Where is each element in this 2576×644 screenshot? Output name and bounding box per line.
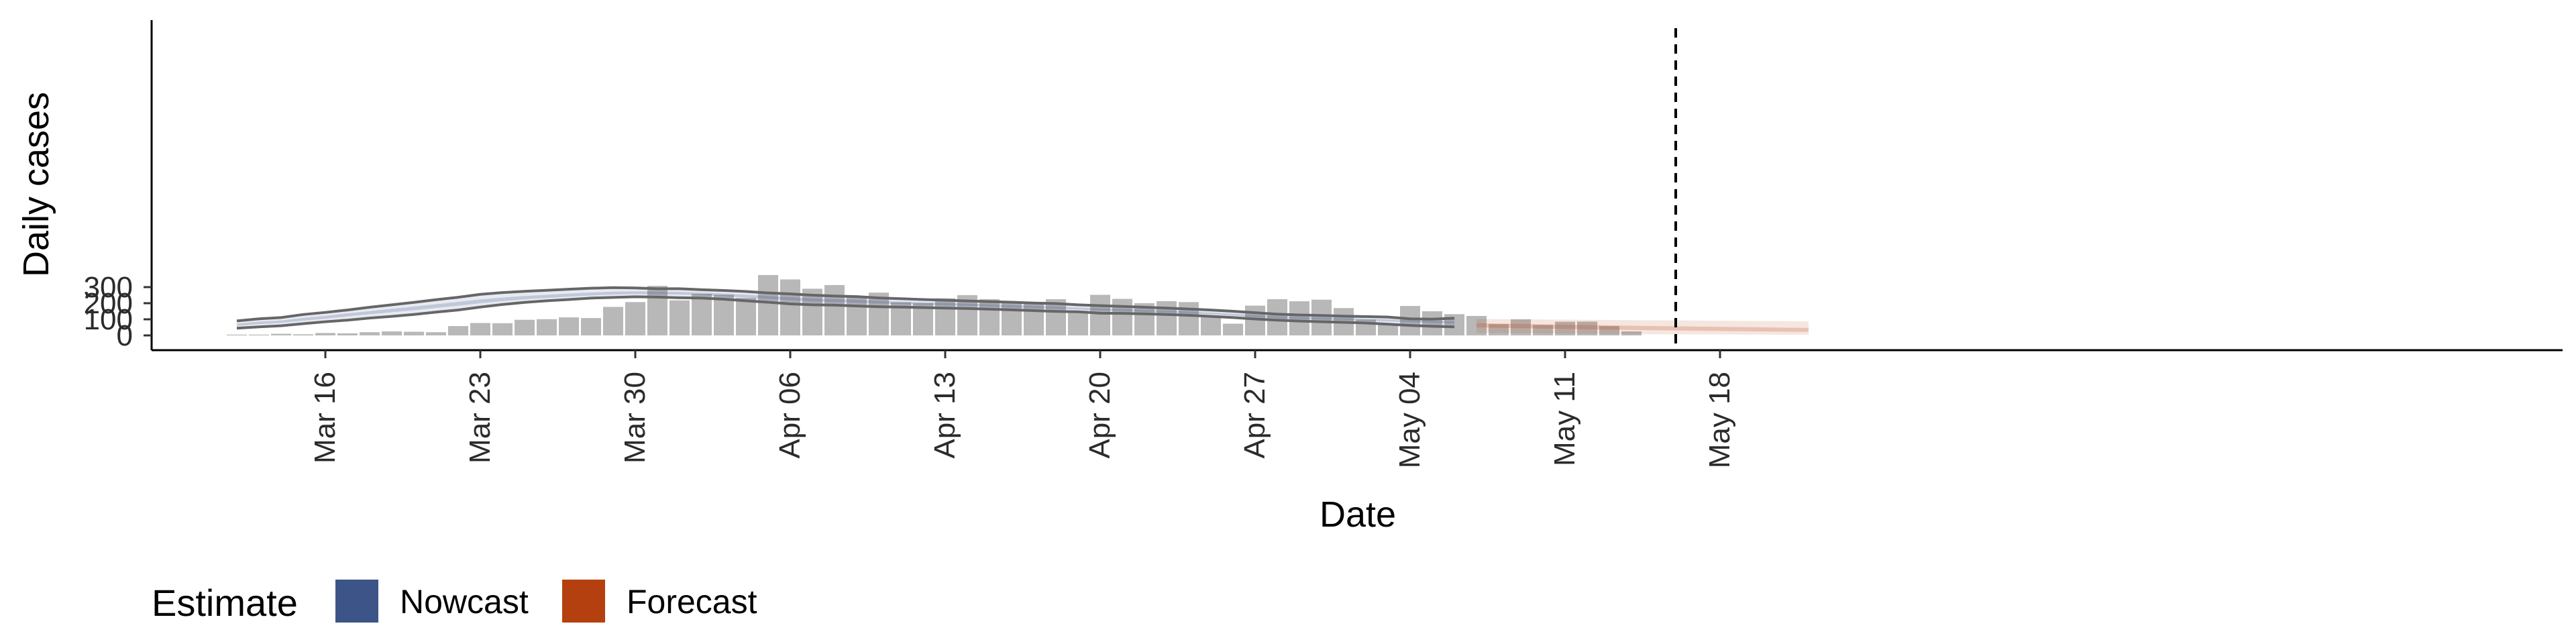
legend-swatch-nowcast bbox=[335, 580, 378, 623]
bar bbox=[426, 332, 446, 335]
bar bbox=[1090, 294, 1110, 335]
bar bbox=[758, 275, 778, 335]
x-tick-label: Apr 06 bbox=[773, 372, 806, 459]
bar bbox=[470, 323, 490, 335]
x-axis-title: Date bbox=[1320, 494, 1396, 535]
bar bbox=[824, 284, 845, 335]
bar bbox=[1400, 306, 1420, 335]
bar bbox=[625, 302, 645, 335]
bar bbox=[1489, 324, 1509, 335]
bar bbox=[1311, 299, 1332, 335]
forecast-band-outer bbox=[1477, 319, 1809, 335]
bar bbox=[1577, 321, 1597, 335]
bar bbox=[448, 326, 468, 335]
bar bbox=[515, 319, 535, 335]
y-tick-label: 0 bbox=[117, 319, 133, 352]
x-tick-label: May 18 bbox=[1703, 372, 1736, 468]
y-tick-label: 300 bbox=[84, 271, 133, 304]
forecast-band-inner bbox=[1477, 323, 1809, 332]
legend: Estimate Nowcast Forecast bbox=[152, 580, 757, 624]
x-tick-label: Apr 13 bbox=[928, 372, 961, 459]
nowcast-upper-line bbox=[236, 286, 1455, 323]
legend-swatch-forecast bbox=[562, 580, 605, 623]
bar bbox=[337, 333, 358, 335]
bar bbox=[1112, 299, 1132, 335]
bar bbox=[1201, 315, 1221, 335]
x-tick-label: May 11 bbox=[1548, 372, 1581, 466]
bar bbox=[1511, 319, 1531, 335]
bar bbox=[581, 318, 601, 335]
legend-title: Estimate bbox=[152, 582, 298, 624]
x-ticks: Mar 16 Mar 23 Mar 30 Apr 06 Apr 13 Apr 20 Apr … bbox=[309, 350, 1736, 468]
bar bbox=[559, 317, 579, 335]
bar bbox=[1223, 323, 1243, 335]
bar bbox=[1289, 301, 1309, 335]
bar bbox=[315, 333, 335, 335]
bar bbox=[1422, 311, 1442, 335]
y-tick-label: 200 bbox=[84, 287, 133, 320]
bar bbox=[1466, 316, 1487, 335]
nowcast-band-outer bbox=[237, 287, 1454, 329]
bar bbox=[271, 333, 291, 335]
bar bbox=[1267, 299, 1287, 335]
bands-layer bbox=[237, 287, 1809, 335]
x-tick-label: Mar 30 bbox=[619, 372, 651, 464]
bar bbox=[869, 292, 889, 335]
bar bbox=[1157, 301, 1177, 335]
bar bbox=[382, 331, 402, 335]
bar bbox=[935, 298, 955, 335]
bar bbox=[360, 332, 380, 335]
bar bbox=[1533, 325, 1553, 335]
lines-layer bbox=[236, 28, 1677, 350]
bar bbox=[669, 300, 690, 335]
x-tick-label: Apr 27 bbox=[1238, 372, 1271, 459]
y-tick-label: 100 bbox=[84, 303, 133, 336]
x-tick-label: Mar 23 bbox=[464, 372, 496, 464]
bar bbox=[603, 307, 623, 335]
bar bbox=[1024, 302, 1044, 335]
bar bbox=[1378, 325, 1398, 335]
nowcast-lower-line bbox=[236, 295, 1455, 330]
bar bbox=[780, 279, 800, 335]
bar bbox=[979, 299, 1000, 335]
x-tick-label: Apr 20 bbox=[1083, 372, 1116, 459]
bar bbox=[692, 294, 712, 335]
bar bbox=[1599, 326, 1619, 335]
bar bbox=[1555, 321, 1575, 335]
bar bbox=[736, 298, 756, 335]
bar bbox=[492, 323, 513, 335]
bar bbox=[1068, 311, 1088, 335]
x-tick-label: May 04 bbox=[1393, 372, 1426, 468]
bar bbox=[1621, 331, 1642, 335]
legend-label-forecast: Forecast bbox=[627, 583, 757, 621]
bar bbox=[1179, 302, 1199, 335]
x-tick-label: Mar 16 bbox=[309, 372, 341, 464]
bar bbox=[293, 334, 313, 335]
bar bbox=[847, 296, 867, 335]
y-axis-title: Daily cases bbox=[16, 92, 56, 277]
axes-layer bbox=[150, 20, 2563, 352]
bar bbox=[404, 331, 424, 335]
bar bbox=[537, 319, 557, 335]
bar bbox=[647, 286, 667, 335]
legend-label-nowcast: Nowcast bbox=[400, 583, 529, 621]
bar bbox=[1002, 302, 1022, 335]
bar bbox=[714, 294, 734, 335]
